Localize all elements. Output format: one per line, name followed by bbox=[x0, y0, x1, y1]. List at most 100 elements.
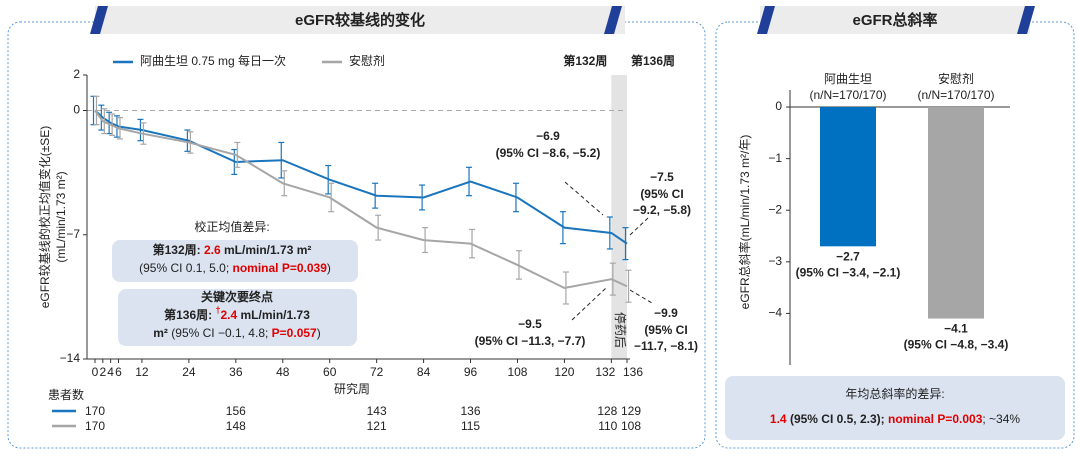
leader bbox=[571, 287, 607, 321]
shaded-span bbox=[611, 75, 627, 359]
value-label: −2.7 bbox=[836, 250, 860, 264]
bar bbox=[928, 107, 984, 319]
at-risk-count: 108 bbox=[621, 419, 641, 433]
error-bar bbox=[512, 182, 519, 213]
leader bbox=[564, 181, 604, 216]
right-panel bbox=[715, 21, 1075, 449]
at-risk-count: 143 bbox=[367, 404, 387, 418]
x-tick-label: 24 bbox=[182, 365, 196, 379]
error-bar bbox=[372, 182, 379, 209]
error-bar bbox=[328, 182, 335, 213]
x-tick-label: 0 bbox=[92, 365, 99, 379]
text-run: (95% CI 0.5, 2.3); bbox=[787, 412, 888, 426]
error-bar bbox=[93, 95, 100, 126]
x-tick-label: 6 bbox=[115, 365, 122, 379]
x-tick-label: 48 bbox=[276, 365, 290, 379]
rich-text: (95% CI 0.1, 5.0; nominal P=0.039) bbox=[139, 261, 331, 275]
error-bar bbox=[325, 164, 332, 195]
at-risk-count: 110 bbox=[598, 419, 617, 433]
value-label: −6.9 bbox=[536, 129, 560, 143]
text-run: nominal P=0.003 bbox=[888, 412, 983, 426]
error-bar bbox=[184, 129, 191, 152]
ci-label: (95% CI −3.4, −2.1) bbox=[796, 266, 901, 280]
ci-label: (95% CI −4.8, −3.4) bbox=[904, 338, 1009, 352]
note-title: 校正均值差异: bbox=[194, 219, 269, 234]
text-run: (95% CI −0.1, 4.8; bbox=[168, 326, 272, 340]
category-note: (n/N=170/170) bbox=[917, 88, 994, 102]
at-risk-count: 115 bbox=[461, 419, 480, 433]
category-label: 阿曲生坦 bbox=[824, 72, 872, 86]
error-bar bbox=[606, 216, 613, 250]
leader bbox=[629, 217, 649, 236]
text-run: mL/min/1.73 m² bbox=[221, 243, 312, 257]
text-run: 第136周: bbox=[164, 307, 215, 322]
ci-label: (95% CI −8.6, −5.2) bbox=[496, 146, 601, 160]
x-tick-label: 136 bbox=[623, 365, 643, 379]
at-risk-count: 170 bbox=[85, 404, 105, 418]
text-run: ; ~34% bbox=[982, 412, 1020, 426]
text-run: mL/min/1.73 bbox=[237, 308, 310, 322]
stripe bbox=[90, 6, 108, 34]
period-label: 第136周 bbox=[631, 53, 675, 68]
error-bar bbox=[622, 227, 629, 261]
error-bar bbox=[140, 122, 147, 145]
ci-line: (95% CI bbox=[644, 323, 687, 337]
x-tick-label: 120 bbox=[554, 365, 574, 379]
note-box bbox=[112, 240, 358, 282]
y-axis-label: eGFR总斜率(mL/min/1.73 m²/年) bbox=[737, 135, 752, 310]
legend-label: 阿曲生坦 0.75 mg 每日一次 bbox=[140, 53, 286, 68]
x-tick-label: 96 bbox=[464, 365, 478, 379]
series-line bbox=[94, 109, 628, 245]
period-label: 第132周 bbox=[563, 53, 607, 68]
error-bar bbox=[101, 108, 108, 135]
error-bar bbox=[116, 116, 123, 140]
x-tick-label: 36 bbox=[229, 365, 243, 379]
error-bar bbox=[562, 271, 569, 305]
y-tick-label: 0 bbox=[73, 103, 80, 117]
summary-title: 年均总斜率的差异: bbox=[845, 386, 944, 401]
y-tick-label: −14 bbox=[60, 351, 81, 365]
leaders bbox=[564, 181, 653, 321]
y-tick-label: −3 bbox=[768, 254, 782, 268]
x-tick-label: 60 bbox=[323, 365, 337, 379]
legend-label: 安慰剂 bbox=[349, 53, 385, 68]
text-run: ) bbox=[317, 326, 321, 340]
y-tick-label: −1 bbox=[768, 151, 782, 165]
error-bar bbox=[375, 214, 382, 241]
summary-box bbox=[725, 376, 1065, 440]
ci-label: (95% CI −11.7, −8.1) bbox=[634, 323, 698, 353]
error-bar bbox=[469, 228, 476, 259]
text-run: ) bbox=[327, 261, 331, 275]
at-risk-count: 148 bbox=[226, 419, 246, 433]
error-bar bbox=[187, 131, 194, 154]
ci-line: −11.7, −8.1) bbox=[634, 339, 698, 353]
value-label: −7.5 bbox=[650, 170, 674, 184]
at-risk-count: 136 bbox=[461, 404, 481, 418]
stripe bbox=[604, 6, 622, 34]
x-tick-label: 12 bbox=[135, 365, 149, 379]
chart-title: eGFR较基线的变化 bbox=[295, 11, 425, 29]
value-label: −4.1 bbox=[944, 322, 968, 336]
y-tick-label: −4 bbox=[768, 306, 782, 320]
ci-label: (95% CI −9.2, −5.8) bbox=[633, 187, 691, 217]
error-bar bbox=[278, 141, 285, 179]
chart-title: eGFR总斜率 bbox=[852, 11, 937, 29]
x-tick-label: 4 bbox=[107, 365, 114, 379]
stripe bbox=[1017, 6, 1035, 34]
text-run: nominal P=0.039 bbox=[233, 261, 328, 275]
error-bar bbox=[609, 262, 616, 296]
title-bar bbox=[760, 6, 1030, 34]
error-bar bbox=[625, 269, 632, 303]
error-bar bbox=[466, 166, 473, 197]
y-axis-label: eGFR较基线的校正均值变化(±SE) bbox=[37, 126, 52, 309]
ci-line: (95% CI bbox=[640, 187, 683, 201]
x-tick-label: 132 bbox=[595, 365, 615, 379]
y-tick-label: 2 bbox=[73, 67, 80, 81]
error-bar bbox=[422, 227, 429, 254]
text-run: 1.4 bbox=[770, 412, 787, 426]
at-risk-count: 170 bbox=[85, 419, 105, 433]
at-risk-title: 患者数 bbox=[48, 387, 84, 402]
rich-text: 第136周: †2.4 mL/min/1.73 bbox=[164, 305, 310, 322]
bar bbox=[820, 107, 876, 247]
